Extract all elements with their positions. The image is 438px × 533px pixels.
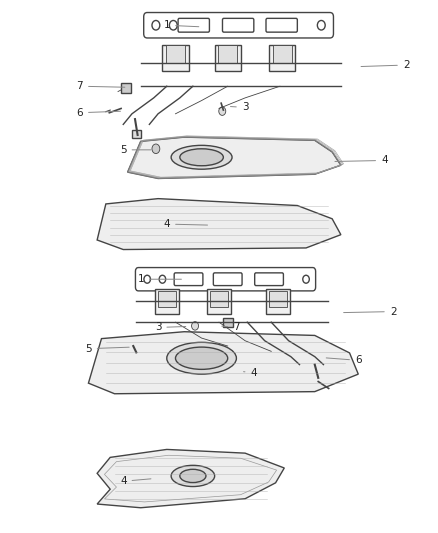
Text: 4: 4 [120,477,151,486]
Bar [312,374,321,381]
Text: 1: 1 [138,274,181,284]
Text: 5: 5 [120,145,151,155]
Text: 3: 3 [155,322,186,333]
Ellipse shape [180,470,206,482]
Circle shape [219,107,226,115]
Circle shape [191,321,198,330]
Bar [272,45,292,63]
Bar [166,45,185,63]
Polygon shape [88,332,358,394]
Bar [121,83,131,93]
Bar [218,45,237,63]
Polygon shape [97,449,284,508]
Text: 6: 6 [326,356,362,365]
Text: 4: 4 [335,156,388,165]
Text: 5: 5 [85,344,129,354]
Polygon shape [97,199,341,249]
Bar [269,45,295,71]
Ellipse shape [180,149,223,166]
Bar [266,289,290,314]
Bar [215,45,241,71]
Text: 2: 2 [344,306,396,317]
Bar [223,318,233,327]
Text: 7: 7 [76,81,125,91]
Text: 4: 4 [163,219,208,229]
Ellipse shape [167,342,237,374]
Ellipse shape [171,465,215,487]
Ellipse shape [176,347,228,369]
Bar [132,130,141,138]
Bar [158,292,176,308]
Text: 7: 7 [222,322,240,333]
Text: 6: 6 [76,108,120,118]
Polygon shape [127,137,341,179]
Text: 3: 3 [230,102,248,112]
Bar [210,292,228,308]
Bar [162,45,188,71]
Circle shape [152,144,160,154]
Bar [130,348,139,355]
Text: 4: 4 [244,368,257,377]
Ellipse shape [171,146,232,169]
Bar [269,292,287,308]
Text: 2: 2 [361,60,410,70]
Bar [207,289,231,314]
Text: 1: 1 [163,20,199,30]
Bar [155,289,179,314]
